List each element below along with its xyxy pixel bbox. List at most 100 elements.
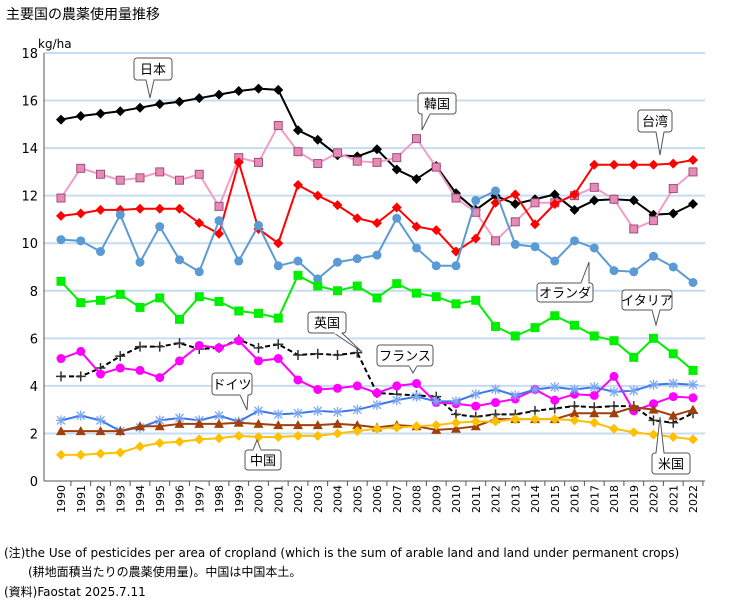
- data-point: [352, 156, 362, 166]
- data-point: [510, 390, 521, 401]
- data-point: [174, 436, 185, 447]
- x-tick-label: 2005: [351, 485, 364, 513]
- data-point: [589, 390, 599, 400]
- data-point: [470, 416, 481, 427]
- data-point: [589, 195, 600, 206]
- x-tick-label: 2020: [648, 485, 661, 513]
- data-point: [451, 299, 461, 309]
- data-point: [412, 379, 421, 389]
- x-tick-label: 1998: [213, 485, 226, 513]
- data-point: [609, 194, 619, 204]
- data-point: [214, 410, 224, 421]
- data-point: [491, 398, 500, 408]
- data-point: [589, 243, 599, 253]
- data-point: [56, 415, 66, 426]
- data-point: [56, 354, 66, 364]
- data-point: [648, 379, 659, 390]
- data-point: [569, 189, 580, 200]
- data-point: [668, 262, 678, 272]
- callout-box: [376, 344, 434, 367]
- data-point: [668, 432, 679, 443]
- data-point: [194, 340, 204, 350]
- series-イタリア: [56, 270, 698, 375]
- data-point: [688, 434, 698, 445]
- data-point: [451, 396, 461, 407]
- data-point: [56, 235, 66, 245]
- data-point: [688, 379, 698, 390]
- series-label: ドイツ: [212, 378, 251, 393]
- series-label: 中国: [250, 454, 276, 469]
- data-point: [56, 426, 66, 436]
- data-point: [332, 418, 343, 428]
- data-point: [332, 407, 343, 418]
- series-label: 台湾: [642, 114, 668, 130]
- callout-box: [651, 452, 691, 475]
- x-tick-label: 2010: [450, 485, 463, 513]
- data-point: [194, 434, 205, 445]
- data-point: [391, 202, 402, 213]
- data-point: [253, 405, 264, 416]
- data-point: [649, 216, 658, 226]
- data-point: [194, 418, 205, 428]
- callout-pointer: [655, 131, 665, 156]
- data-point: [510, 217, 520, 227]
- data-point: [530, 198, 540, 208]
- data-point: [391, 164, 402, 175]
- data-point: [214, 343, 224, 353]
- data-point: [313, 384, 323, 394]
- x-tick-label: 2022: [687, 485, 700, 513]
- data-point: [471, 295, 481, 305]
- x-tick-label: 2014: [529, 485, 542, 513]
- callout-pointer: [655, 416, 665, 454]
- data-point: [214, 433, 224, 444]
- data-point: [372, 399, 382, 410]
- data-point: [96, 247, 105, 257]
- data-point: [372, 293, 382, 303]
- data-point: [352, 281, 362, 291]
- data-point: [312, 430, 323, 441]
- data-point: [214, 418, 224, 428]
- data-point: [628, 159, 639, 170]
- data-point: [372, 144, 382, 155]
- data-point: [75, 426, 86, 436]
- data-point: [135, 203, 145, 214]
- data-point: [233, 417, 244, 427]
- x-tick-label: 2013: [509, 485, 522, 513]
- data-point: [431, 162, 441, 172]
- data-point: [194, 292, 204, 302]
- data-point: [530, 414, 540, 425]
- callout-pointer: [333, 332, 363, 353]
- callout-label: オランダ: [536, 261, 594, 303]
- data-point: [273, 261, 283, 271]
- data-point: [688, 404, 698, 414]
- x-tick-label: 2002: [292, 485, 305, 513]
- callout-pointer: [421, 113, 431, 131]
- data-point: [234, 256, 244, 266]
- x-tick-label: 2012: [490, 485, 503, 513]
- data-point: [333, 148, 342, 158]
- x-tick-label: 1993: [114, 485, 127, 513]
- data-point: [628, 427, 639, 438]
- data-point: [254, 356, 263, 366]
- x-tick-label: 2003: [312, 485, 325, 513]
- data-point: [154, 203, 165, 214]
- x-tick-label: 2018: [608, 485, 621, 513]
- data-point: [135, 257, 145, 267]
- data-point: [550, 256, 560, 266]
- x-tick-label: 2016: [569, 485, 582, 513]
- x-tick-label: 1991: [75, 485, 88, 513]
- data-point: [392, 279, 402, 289]
- data-point: [549, 198, 560, 209]
- data-point: [313, 281, 323, 291]
- data-point: [273, 84, 284, 95]
- series-日本: [56, 83, 698, 220]
- y-axis-label: kg/ha: [38, 37, 72, 51]
- series-台湾: [56, 155, 698, 257]
- data-point: [490, 384, 501, 395]
- data-point: [470, 233, 481, 244]
- data-point: [76, 236, 86, 246]
- data-point: [175, 255, 184, 265]
- y-tick-label: 14: [21, 142, 38, 157]
- data-point: [254, 220, 263, 230]
